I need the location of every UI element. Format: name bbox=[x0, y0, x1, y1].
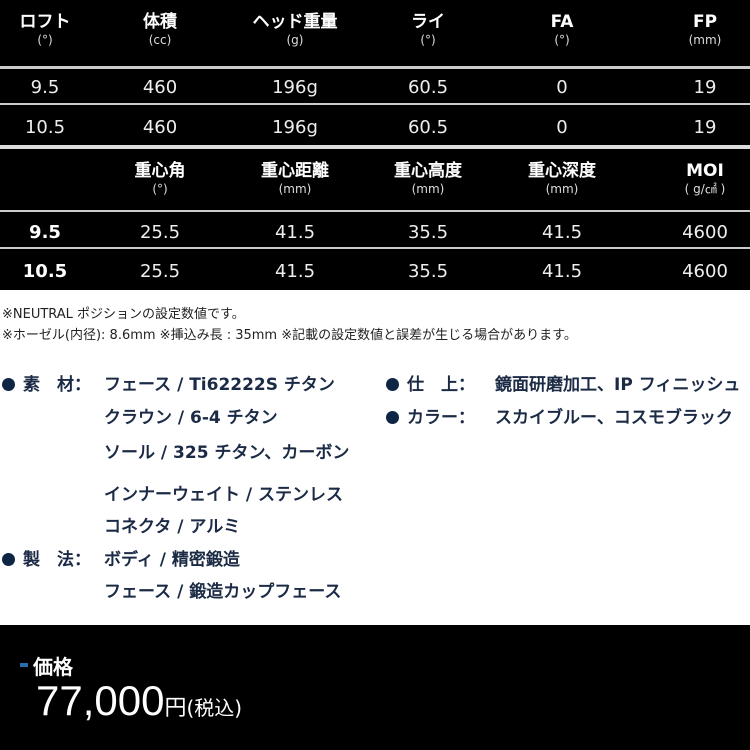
price-value: 77,000円(税込) bbox=[36, 677, 242, 725]
cell: 19 bbox=[693, 117, 717, 138]
bullet-icon bbox=[386, 411, 399, 424]
header-cell: FA (°) bbox=[550, 12, 574, 47]
divider bbox=[0, 210, 750, 212]
price-section: 価格 77,000円(税込) bbox=[0, 625, 750, 750]
cell: 25.5 bbox=[139, 222, 181, 243]
cell: 35.5 bbox=[407, 222, 449, 243]
note: ※NEUTRAL ポジションの設定数値です。 bbox=[2, 307, 245, 322]
header-cell: 重心角 (°) bbox=[134, 161, 186, 196]
cell: 19 bbox=[693, 77, 717, 98]
cell: 9.5 bbox=[30, 77, 60, 98]
accent-dash-icon bbox=[20, 663, 28, 667]
cell: 460 bbox=[142, 117, 178, 138]
cell: 9.5 bbox=[29, 222, 61, 243]
table-row: 9.5 460 196g 60.5 0 19 bbox=[0, 77, 750, 101]
header-cell: MOI( g/㎠ ) bbox=[684, 161, 726, 196]
method-label: 製 法： bbox=[2, 545, 91, 570]
method-line: フェース / 鍛造カップフェース bbox=[104, 582, 342, 602]
cell: 0 bbox=[556, 77, 568, 98]
table-row: 10.5 460 196g 60.5 0 19 bbox=[0, 117, 750, 141]
header-cell: 重心高度 (mm) bbox=[394, 161, 462, 196]
cell: 41.5 bbox=[274, 222, 316, 243]
header-cell: ライ (°) bbox=[411, 12, 445, 47]
spec-table-2: 重心角 (°) 重心距離 (mm) 重心高度 (mm) 重心深度 (mm) MOI( g… bbox=[0, 149, 750, 290]
material-label: 素 材： bbox=[2, 370, 91, 395]
method-line: ボディ / 精密鍛造 bbox=[104, 550, 240, 570]
divider bbox=[0, 66, 750, 69]
cell: 460 bbox=[142, 77, 178, 98]
spec-table-1: ロフト (°) 体積 (cc) ヘッド重量 (g) ライ (°) FA (°) FP (mm… bbox=[0, 0, 750, 146]
price-tax: (税込) bbox=[186, 696, 243, 720]
cell: 60.5 bbox=[407, 77, 449, 98]
header-cell: 体積 (cc) bbox=[143, 12, 177, 47]
header-cell: 重心距離 (mm) bbox=[261, 161, 329, 196]
header-cell: ロフト (°) bbox=[19, 12, 71, 47]
table-header: 重心角 (°) 重心距離 (mm) 重心高度 (mm) 重心深度 (mm) MOI( g… bbox=[0, 161, 750, 211]
price-amount: 77,000 bbox=[36, 677, 165, 724]
material-line: ソール / 325 チタン、カーボン bbox=[104, 443, 350, 463]
bullet-icon bbox=[2, 553, 15, 566]
material-line: インナーウェイト / ステンレス bbox=[104, 485, 344, 505]
table-header: ロフト (°) 体積 (cc) ヘッド重量 (g) ライ (°) FA (°) FP (mm… bbox=[0, 12, 750, 62]
cell: 10.5 bbox=[22, 261, 68, 282]
cell: 41.5 bbox=[541, 261, 583, 282]
finish-value: 鏡面研磨加工、IP フィニッシュ bbox=[495, 375, 741, 395]
header-cell: ヘッド重量 (g) bbox=[252, 12, 338, 47]
finish-label: 仕 上： bbox=[386, 370, 475, 395]
cell: 196g bbox=[272, 117, 318, 138]
cell: 35.5 bbox=[407, 261, 449, 282]
divider bbox=[0, 103, 750, 105]
divider bbox=[0, 247, 750, 249]
cell: 60.5 bbox=[407, 117, 449, 138]
cell: 10.5 bbox=[24, 117, 66, 138]
material-line: クラウン / 6-4 チタン bbox=[104, 408, 278, 428]
bullet-icon bbox=[2, 378, 15, 391]
cell: 41.5 bbox=[274, 261, 316, 282]
color-value: スカイブルー、コスモブラック bbox=[495, 408, 733, 428]
color-label: カラー： bbox=[386, 403, 475, 428]
table-row: 10.5 25.5 41.5 35.5 41.5 4600 bbox=[0, 261, 750, 285]
price-label: 価格 bbox=[33, 655, 73, 679]
note: ※ホーゼル(内径): 8.6mm ※挿込み長 : 35mm ※記載の設定数値と誤… bbox=[2, 328, 577, 343]
header-cell: 重心深度 (mm) bbox=[528, 161, 596, 196]
divider bbox=[0, 145, 750, 149]
cell: 0 bbox=[556, 117, 568, 138]
bullet-icon bbox=[386, 378, 399, 391]
material-line: コネクタ / アルミ bbox=[104, 517, 241, 537]
material-line: フェース / Ti62222S チタン bbox=[104, 375, 335, 395]
cell: 4600 bbox=[682, 261, 728, 282]
cell: 4600 bbox=[682, 222, 728, 243]
header-cell: FP (mm) bbox=[688, 12, 722, 47]
cell: 41.5 bbox=[541, 222, 583, 243]
price-currency: 円 bbox=[164, 696, 187, 721]
table-row: 9.5 25.5 41.5 35.5 41.5 4600 bbox=[0, 222, 750, 246]
cell: 25.5 bbox=[139, 261, 181, 282]
cell: 196g bbox=[272, 77, 318, 98]
